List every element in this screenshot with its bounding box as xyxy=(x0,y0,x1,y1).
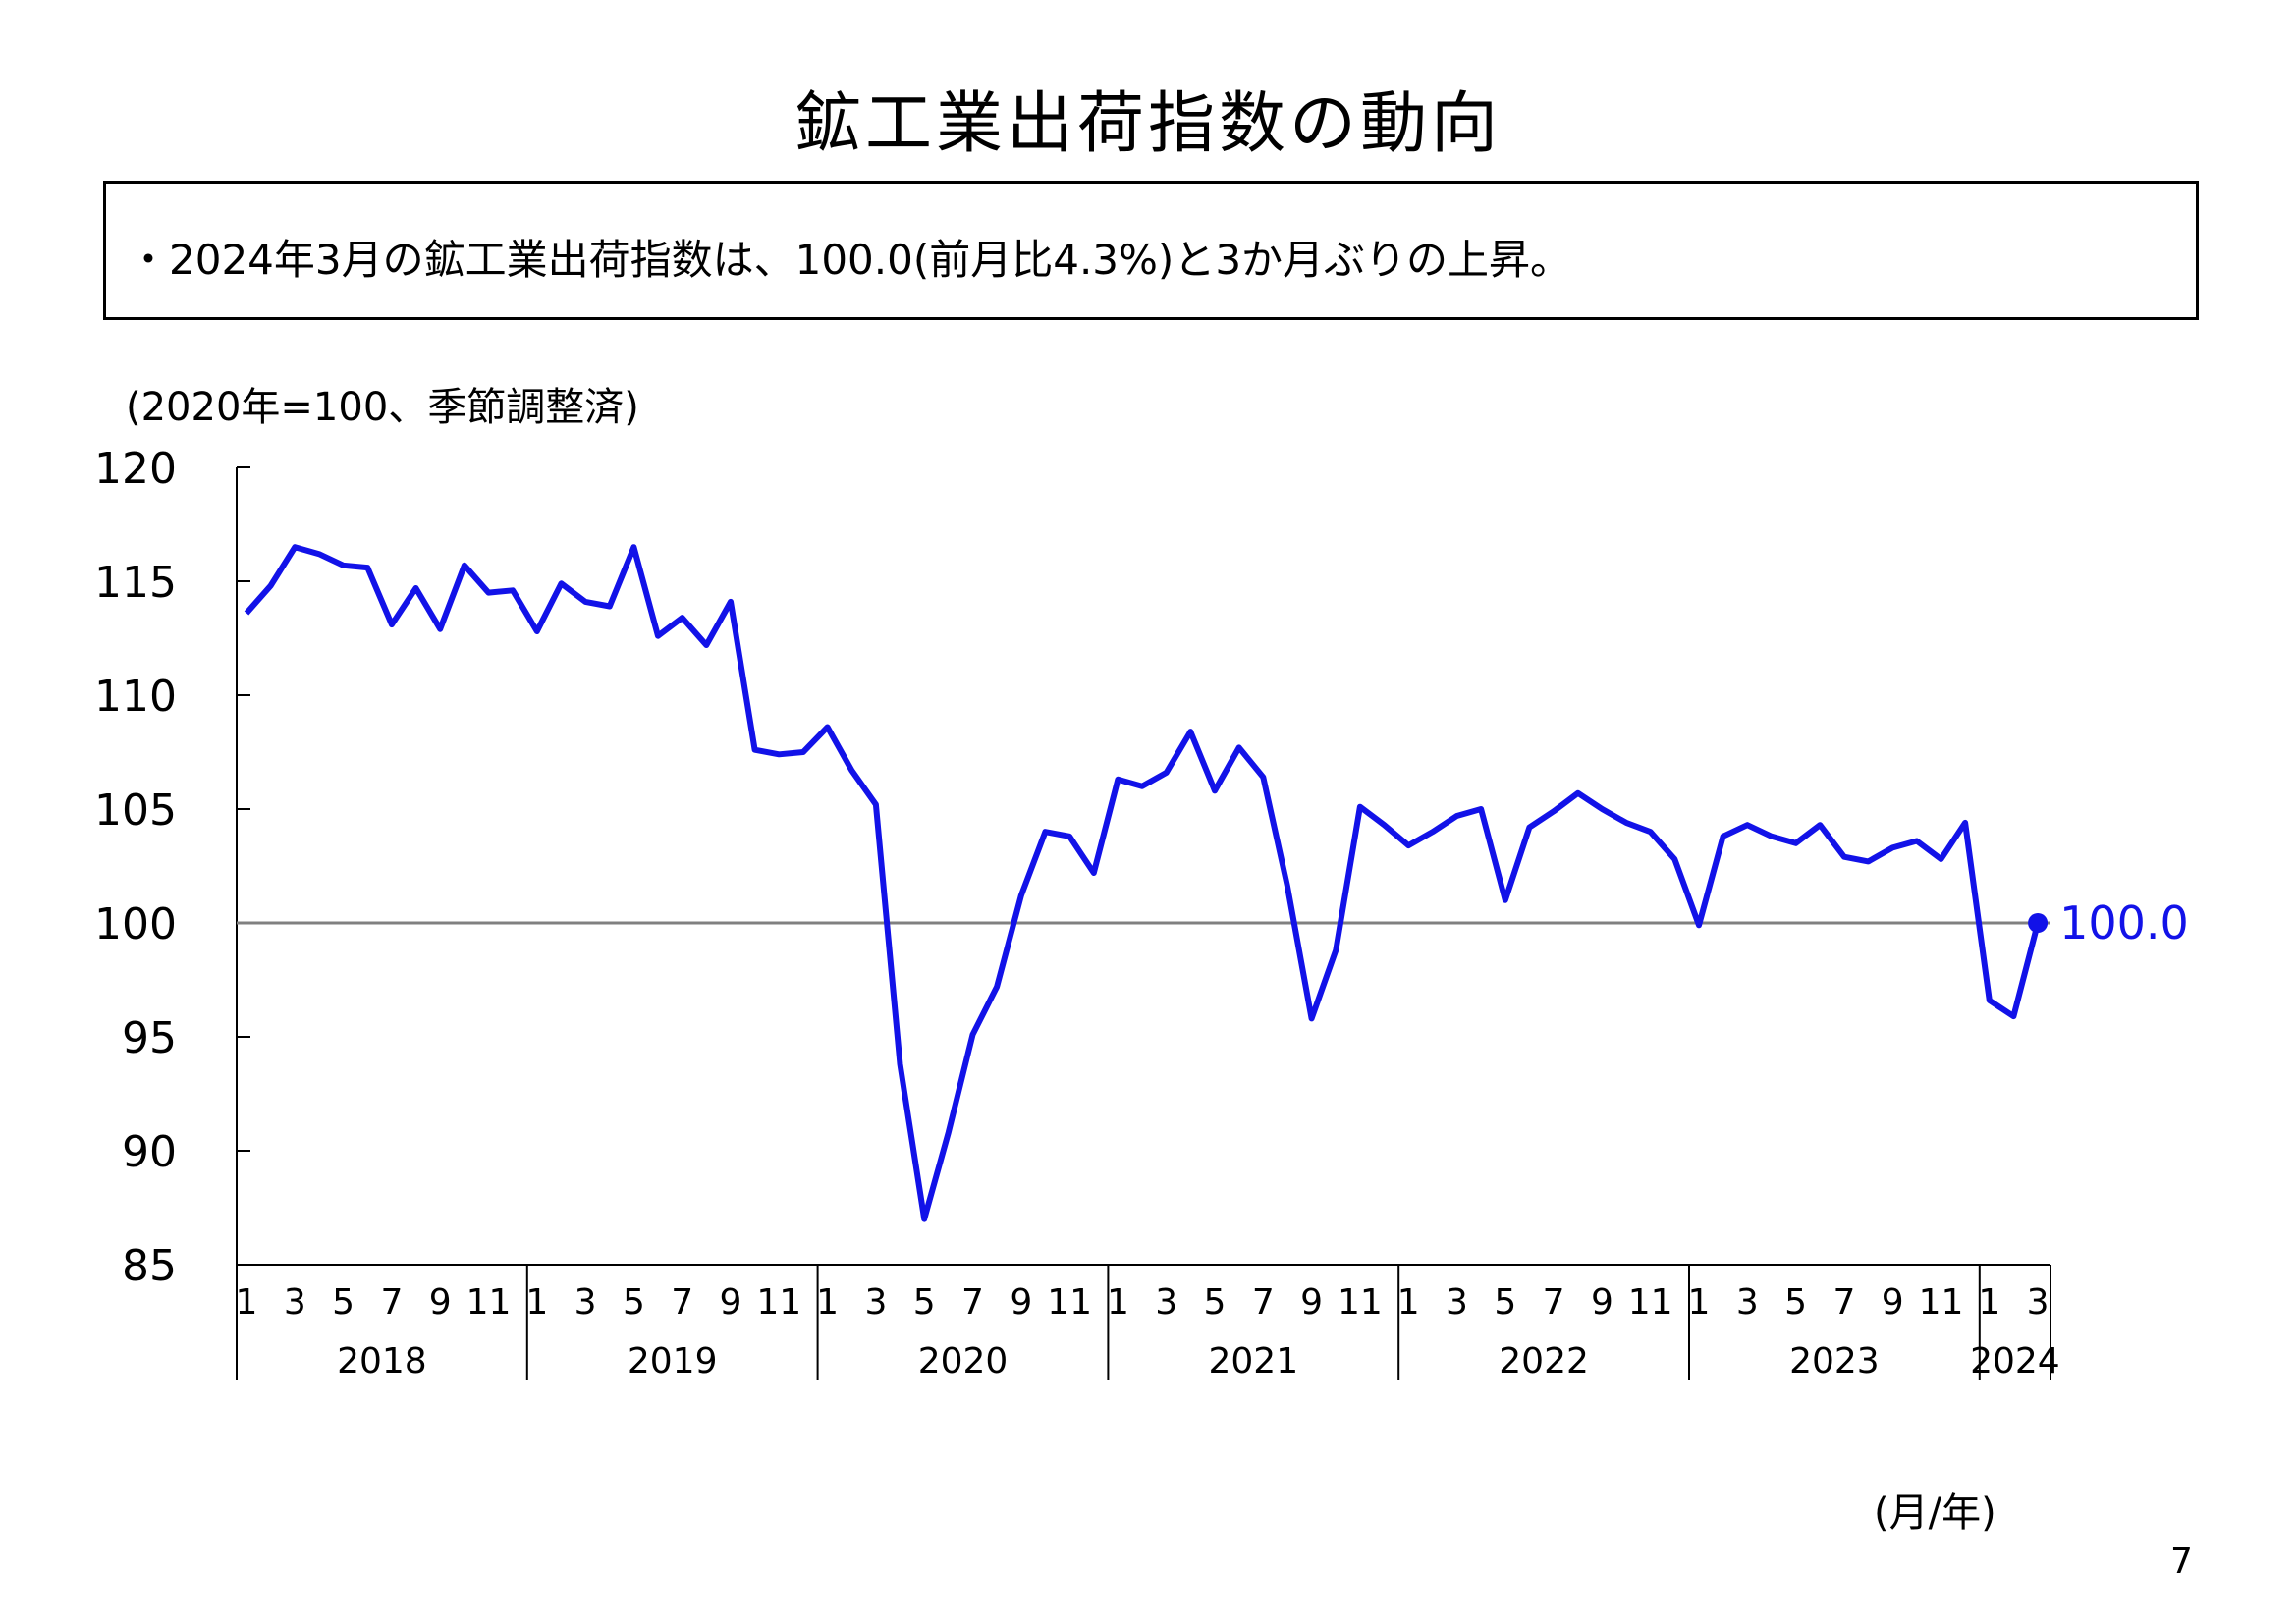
y-tick-label: 85 xyxy=(122,1241,177,1291)
page-number: 7 xyxy=(2170,1542,2193,1582)
x-tick-label: 9 xyxy=(1591,1282,1613,1323)
summary-box: ・2024年3月の鉱工業出荷指数は、100.0(前月比4.3%)と3か月ぶりの上… xyxy=(103,181,2199,320)
x-tick-label: 3 xyxy=(2027,1282,2050,1323)
x-tick-label: 1 xyxy=(1397,1282,1420,1323)
x-tick-label: 11 xyxy=(1047,1282,1092,1323)
x-tick-label: 9 xyxy=(1300,1282,1323,1323)
x-tick-label: 11 xyxy=(466,1282,512,1323)
latest-value-label: 100.0 xyxy=(2059,896,2189,949)
x-tick-label: 3 xyxy=(1736,1282,1759,1323)
y-tick-label: 120 xyxy=(94,444,177,494)
x-axis-unit-label: (月/年) xyxy=(1874,1490,1996,1536)
year-label: 2022 xyxy=(1499,1341,1589,1381)
x-tick-label: 11 xyxy=(1628,1282,1673,1323)
x-tick-label: 1 xyxy=(1107,1282,1129,1323)
year-label: 2020 xyxy=(918,1341,1009,1381)
x-tick-label: 7 xyxy=(671,1282,693,1323)
x-tick-label: 9 xyxy=(1882,1282,1904,1323)
x-tick-label: 1 xyxy=(236,1282,258,1323)
x-tick-label: 5 xyxy=(1784,1282,1807,1323)
year-label: 2021 xyxy=(1208,1341,1298,1381)
x-tick-label: 7 xyxy=(380,1282,403,1323)
x-tick-label: 1 xyxy=(816,1282,839,1323)
x-tick-label: 9 xyxy=(429,1282,452,1323)
x-tick-label: 7 xyxy=(961,1282,984,1323)
x-tick-label: 5 xyxy=(1494,1282,1516,1323)
page-title: 鉱工業出荷指数の動向 xyxy=(793,85,1502,163)
year-label: 2018 xyxy=(337,1341,427,1381)
x-tick-label: 7 xyxy=(1252,1282,1275,1323)
year-label: 2019 xyxy=(628,1341,718,1381)
y-tick-label: 105 xyxy=(94,785,177,836)
x-tick-label: 1 xyxy=(1688,1282,1711,1323)
y-tick-label: 95 xyxy=(122,1013,177,1063)
x-tick-label: 7 xyxy=(1832,1282,1855,1323)
x-tick-label: 9 xyxy=(1010,1282,1032,1323)
x-tick-label: 7 xyxy=(1543,1282,1565,1323)
summary-text: ・2024年3月の鉱工業出荷指数は、100.0(前月比4.3%)と3か月ぶりの上… xyxy=(128,236,1572,284)
series-line xyxy=(244,544,2042,1222)
y-tick-label: 90 xyxy=(122,1127,177,1177)
x-tick-label: 5 xyxy=(332,1282,355,1323)
year-label: 2024 xyxy=(1970,1341,2060,1381)
x-tick-label: 11 xyxy=(756,1282,801,1323)
x-tick-label: 3 xyxy=(574,1282,597,1323)
x-tick-label: 1 xyxy=(1978,1282,2000,1323)
y-axis-unit-label: (2020年=100、季節調整済) xyxy=(126,385,639,430)
x-tick-label: 1 xyxy=(525,1282,548,1323)
x-tick-label: 5 xyxy=(1204,1282,1227,1323)
x-tick-label: 3 xyxy=(1155,1282,1177,1323)
x-tick-label: 11 xyxy=(1919,1282,1964,1323)
x-tick-label: 3 xyxy=(284,1282,306,1323)
y-tick-label: 115 xyxy=(94,558,177,608)
y-tick-label: 110 xyxy=(94,672,177,722)
x-tick-label: 9 xyxy=(720,1282,742,1323)
x-tick-label: 5 xyxy=(623,1282,645,1323)
year-label: 2023 xyxy=(1789,1341,1880,1381)
x-tick-label: 3 xyxy=(864,1282,887,1323)
latest-point xyxy=(2028,913,2049,933)
x-tick-label: 5 xyxy=(913,1282,936,1323)
x-tick-label: 11 xyxy=(1338,1282,1383,1323)
y-tick-label: 100 xyxy=(94,899,177,949)
x-tick-label: 3 xyxy=(1446,1282,1468,1323)
